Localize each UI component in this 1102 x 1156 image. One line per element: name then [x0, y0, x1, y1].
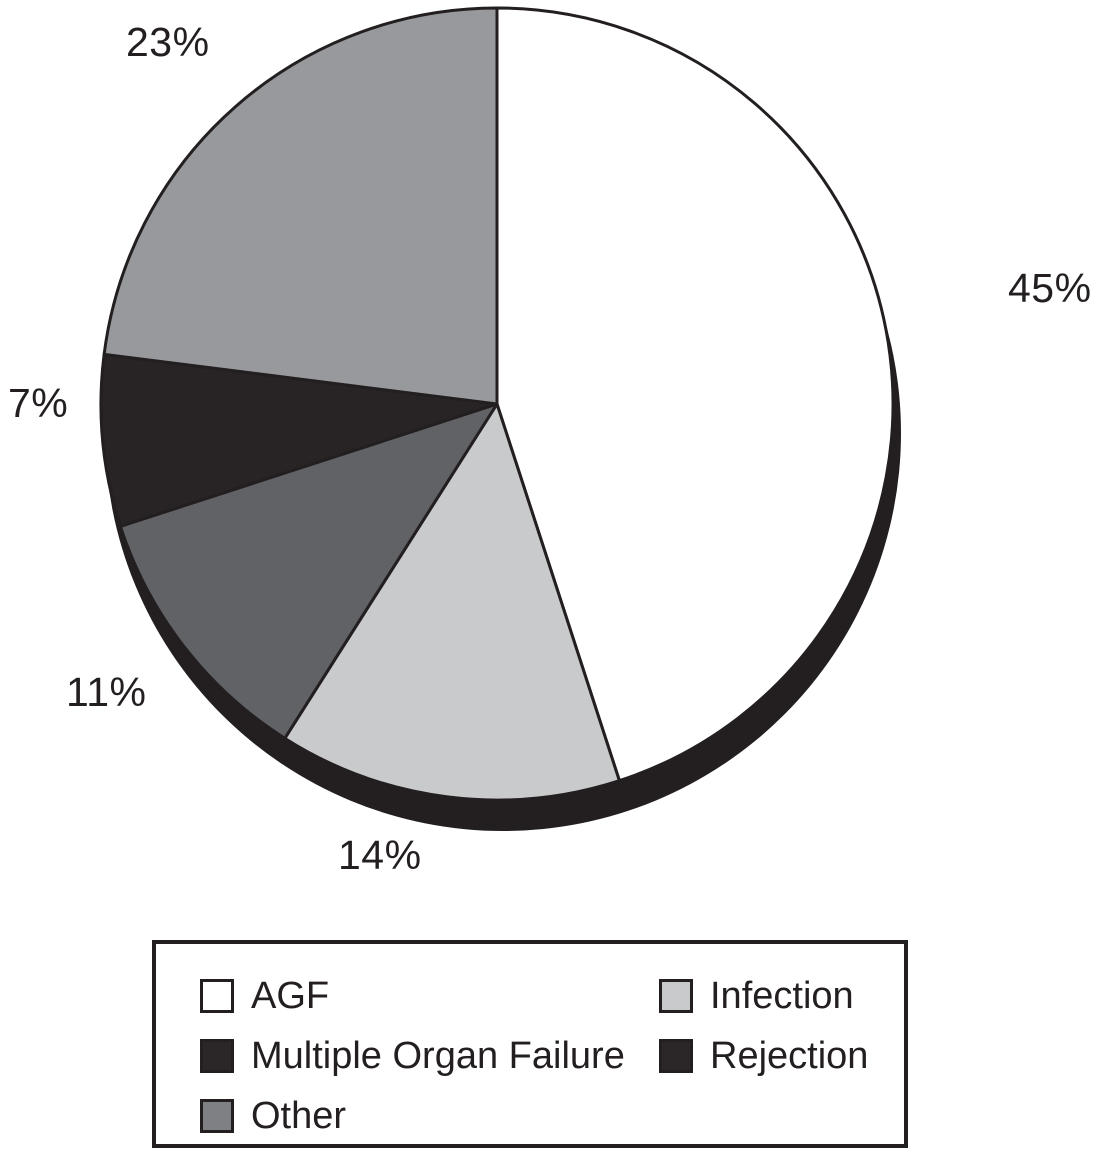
- legend-label-multiple-organ-failure: Multiple Organ Failure: [251, 1034, 625, 1077]
- legend-item-rejection: Rejection: [659, 1035, 904, 1078]
- legend-swatch-infection: [659, 979, 693, 1013]
- value-label-rejection: 7%: [8, 380, 69, 426]
- legend-label-agf: AGF: [251, 974, 330, 1017]
- legend-swatch-rejection: [659, 1039, 693, 1073]
- legend-item-infection: Infection: [659, 975, 904, 1018]
- value-label-infection: 14%: [338, 832, 422, 878]
- legend-swatch-agf: [200, 979, 234, 1013]
- legend-label-other: Other: [251, 1094, 347, 1137]
- pie-slice-other: [102, 6, 499, 406]
- value-label-multiple-organ-failure: 11%: [66, 669, 147, 715]
- value-label-agf: 45%: [1008, 265, 1092, 311]
- legend-swatch-multiple-organ-failure: [200, 1039, 234, 1073]
- legend-label-rejection: Rejection: [710, 1034, 869, 1077]
- pie-slice-agf: [495, 6, 895, 783]
- legend-swatch-other: [200, 1099, 234, 1133]
- legend-item-other: Other: [200, 1095, 659, 1138]
- pie-slice-infection: [283, 402, 621, 802]
- value-label-other: 23%: [126, 19, 210, 65]
- legend: AGF Infection Multiple Organ Failure Rej…: [152, 940, 908, 1148]
- legend-item-multiple-organ-failure: Multiple Organ Failure: [200, 1035, 659, 1078]
- pie-slice-rejection: [99, 352, 499, 528]
- legend-label-infection: Infection: [710, 974, 854, 1017]
- legend-item-agf: AGF: [200, 975, 659, 1018]
- pie-slice-multiple-organ-failure: [118, 402, 499, 740]
